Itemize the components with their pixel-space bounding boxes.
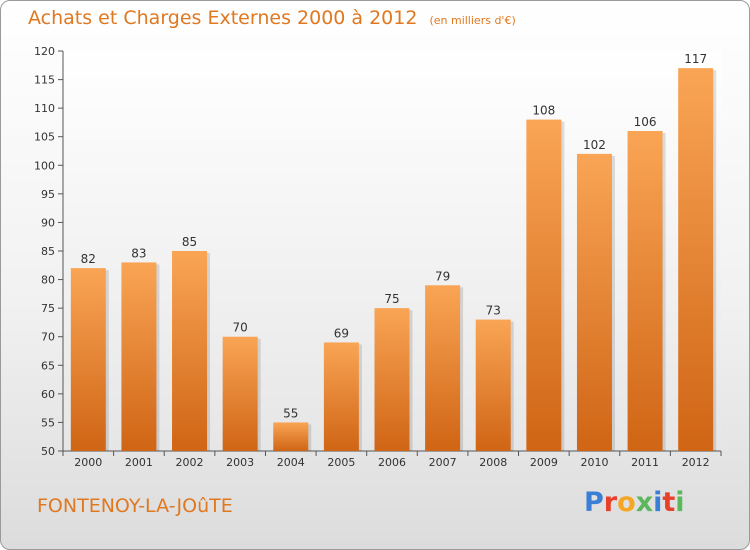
logo-letter: o	[617, 487, 636, 518]
y-tick-label: 120	[34, 45, 55, 58]
bar-value-label: 70	[233, 321, 248, 335]
x-tick-label: 2004	[277, 456, 305, 469]
bar-value-label: 102	[583, 138, 606, 152]
proxiti-logo: Proxiti	[584, 487, 685, 518]
bar-value-label: 73	[486, 304, 501, 318]
y-tick-label: 60	[41, 388, 55, 401]
logo-letter: P	[584, 487, 604, 518]
chart-subtitle: (en milliers d'€)	[429, 14, 516, 27]
bar	[121, 262, 157, 451]
bar-value-label: 82	[81, 252, 96, 266]
bar	[222, 336, 258, 451]
x-tick-label: 2007	[429, 456, 457, 469]
y-tick-label: 115	[34, 74, 55, 87]
bar-value-label: 108	[532, 104, 555, 118]
bar	[475, 319, 511, 451]
x-tick-label: 2008	[479, 456, 507, 469]
bar-value-label: 55	[283, 406, 298, 420]
y-tick-label: 110	[34, 102, 55, 115]
y-tick-label: 75	[41, 302, 55, 315]
bar	[627, 131, 663, 451]
x-tick-label: 2000	[74, 456, 102, 469]
x-tick-label: 2005	[327, 456, 355, 469]
logo-letter: r	[603, 487, 618, 518]
bar-series: 82 83 85 70 55 69 75 79 73 108 102 106 117	[70, 52, 717, 452]
x-tick-label: 2011	[631, 456, 659, 469]
x-tick-label: 2002	[176, 456, 204, 469]
bar-value-label: 106	[634, 115, 657, 129]
bar	[526, 119, 562, 452]
bar	[678, 68, 714, 452]
bar-value-label: 79	[435, 269, 450, 283]
bar	[576, 153, 612, 451]
title-text: Achats et Charges Externes 2000 à 2012	[28, 7, 418, 29]
bar-value-label: 75	[384, 292, 399, 306]
x-tick-label: 2001	[125, 456, 153, 469]
bar	[70, 268, 106, 451]
bar-value-label: 85	[182, 235, 197, 249]
bar-value-label: 117	[684, 52, 707, 66]
chart-title: Achats et Charges Externes 2000 à 2012 (e…	[28, 7, 516, 29]
x-tick-label: 2003	[226, 456, 254, 469]
logo-letter: i	[653, 487, 663, 518]
x-tick-label: 2009	[530, 456, 558, 469]
bar	[273, 422, 309, 451]
x-tick-label: 2010	[580, 456, 608, 469]
bar-value-label: 69	[334, 326, 349, 340]
bar	[425, 285, 461, 451]
y-tick-label: 80	[41, 274, 55, 287]
y-tick-label: 100	[34, 159, 55, 172]
y-tick-label: 65	[41, 359, 55, 372]
y-tick-label: 90	[41, 216, 55, 229]
x-tick-label: 2006	[378, 456, 406, 469]
bar	[172, 251, 208, 451]
bar	[323, 342, 359, 451]
y-tick-label: 105	[34, 131, 55, 144]
logo-letter: i	[675, 487, 685, 518]
y-tick-label: 70	[41, 331, 55, 344]
logo-letter: t	[662, 487, 676, 518]
bar	[374, 308, 410, 451]
y-tick-label: 50	[41, 445, 55, 458]
y-tick-label: 55	[41, 416, 55, 429]
logo-letter: x	[635, 487, 654, 518]
y-tick-label: 85	[41, 245, 55, 258]
x-tick-label: 2012	[682, 456, 710, 469]
y-tick-label: 95	[41, 188, 55, 201]
location-name: FONTENOY-LA-JOûTE	[37, 495, 233, 517]
bar-value-label: 83	[131, 246, 146, 260]
